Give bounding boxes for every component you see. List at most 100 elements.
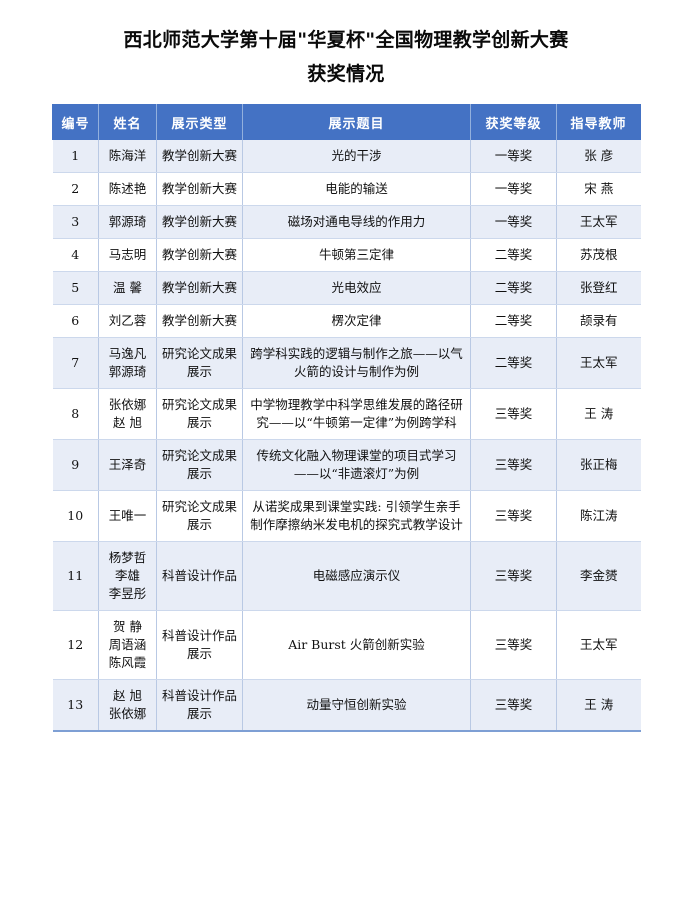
participant-name: 王泽奇 bbox=[108, 457, 147, 472]
participant-name: 张依娜 bbox=[108, 397, 147, 412]
column-header-name: 姓名 bbox=[98, 104, 157, 140]
page-subtitle: 获奖情况 bbox=[307, 63, 385, 85]
cell-teacher: 张 彦 bbox=[556, 140, 641, 173]
cell-no: 12 bbox=[52, 610, 99, 680]
cell-no: 10 bbox=[52, 490, 99, 542]
cell-topic: 楞次定律 bbox=[242, 304, 471, 338]
cell-name: 陈述艳 bbox=[98, 172, 157, 206]
participant-name: 周语涵 bbox=[108, 637, 147, 652]
table-row: 5 温 馨教学创新大赛 光电效应 二等奖 张登红 bbox=[52, 271, 641, 305]
cell-level: 一等奖 bbox=[470, 172, 557, 206]
cell-topic: 从诺奖成果到课堂实践: 引领学生亲手制作摩擦纳米发电机的探究式教学设计 bbox=[242, 490, 471, 542]
participant-name: 张依娜 bbox=[108, 706, 147, 721]
cell-teacher: 王太军 bbox=[556, 610, 641, 680]
column-header-topic: 展示题目 bbox=[242, 104, 471, 140]
cell-topic: 牛顿第三定律 bbox=[242, 238, 471, 272]
cell-name: 马逸凡 郭源琦 bbox=[98, 337, 157, 389]
cell-no: 7 bbox=[52, 337, 99, 389]
cell-teacher: 王 涛 bbox=[556, 388, 641, 440]
cell-topic: 光的干涉 bbox=[242, 140, 471, 173]
cell-no: 4 bbox=[52, 238, 99, 272]
table-body: 1 陈海洋 教学创新大赛 光的干涉 一等奖张 彦 2 陈述艳 教学创新大赛 电能的输送 一等奖宋 … bbox=[52, 140, 641, 732]
cell-type: 科普设计作品展示 bbox=[156, 679, 243, 732]
cell-level: 一等奖 bbox=[470, 205, 557, 239]
cell-no: 5 bbox=[52, 271, 99, 305]
cell-topic: Air Burst 火箭创新实验 bbox=[242, 610, 471, 680]
participant-name: 郭源琦 bbox=[108, 364, 147, 379]
cell-teacher: 王太军 bbox=[556, 337, 641, 389]
participant-name: 赵 旭 bbox=[113, 688, 142, 703]
cell-topic: 电磁感应演示仪 bbox=[242, 541, 471, 611]
cell-name: 刘乙蓉 bbox=[98, 304, 157, 338]
cell-type: 研究论文成果展示 bbox=[156, 337, 243, 389]
cell-type: 科普设计作品 bbox=[156, 541, 243, 611]
participant-name: 李昱彤 bbox=[108, 586, 147, 601]
cell-no: 13 bbox=[52, 679, 99, 732]
table-row: 1 陈海洋 教学创新大赛 光的干涉 一等奖张 彦 bbox=[52, 140, 641, 173]
cell-name: 杨梦哲 李雄 李昱彤 bbox=[98, 541, 157, 611]
cell-level: 一等奖 bbox=[470, 140, 557, 173]
page-title: 西北师范大学第十届"华夏杯"全国物理教学创新大赛 bbox=[123, 29, 569, 51]
cell-no: 1 bbox=[52, 140, 99, 173]
cell-teacher: 苏茂根 bbox=[556, 238, 641, 272]
cell-level: 三等奖 bbox=[470, 439, 557, 491]
cell-name: 贺 静周语涵 陈风霞 bbox=[98, 610, 157, 680]
column-header-type: 展示类型 bbox=[156, 104, 243, 140]
table-row: 4 马志明 教学创新大赛 牛顿第三定律 二等奖 苏茂根 bbox=[52, 238, 641, 272]
cell-no: 8 bbox=[52, 388, 99, 440]
cell-topic: 电能的输送 bbox=[242, 172, 471, 206]
column-header-teacher: 指导教师 bbox=[556, 104, 641, 140]
cell-teacher: 王 涛 bbox=[556, 679, 641, 732]
cell-level: 三等奖 bbox=[470, 610, 557, 680]
participant-name: 杨梦哲 bbox=[108, 550, 147, 565]
cell-name: 郭源琦 bbox=[98, 205, 157, 239]
cell-topic: 跨学科实践的逻辑与制作之旅——以气火箭的设计与制作为例 bbox=[242, 337, 471, 389]
cell-name: 张依娜赵 旭 bbox=[98, 388, 157, 440]
cell-level: 二等奖 bbox=[470, 304, 557, 338]
cell-topic: 传统文化融入物理课堂的项目式学习——以“非遗滚灯”为例 bbox=[242, 439, 471, 491]
participant-name: 李雄 bbox=[114, 568, 140, 583]
cell-type: 研究论文成果展示 bbox=[156, 439, 243, 491]
column-header-level: 获奖等级 bbox=[470, 104, 557, 140]
cell-type: 教学创新大赛 bbox=[156, 304, 243, 338]
cell-type: 研究论文成果展示 bbox=[156, 388, 243, 440]
cell-teacher: 陈江涛 bbox=[556, 490, 641, 542]
participant-name: 赵 旭 bbox=[113, 415, 142, 430]
table-row: 3 郭源琦 教学创新大赛 磁场对通电导线的作用力 一等奖 王太军 bbox=[52, 205, 641, 239]
participant-name: 陈风霞 bbox=[108, 655, 147, 670]
cell-level: 二等奖 bbox=[470, 271, 557, 305]
cell-name: 王泽奇 bbox=[98, 439, 157, 491]
participant-name: 温 馨 bbox=[113, 280, 142, 295]
cell-level: 三等奖 bbox=[470, 679, 557, 732]
cell-name: 王唯一 bbox=[98, 490, 157, 542]
cell-level: 三等奖 bbox=[470, 388, 557, 440]
table-row: 12 贺 静周语涵 陈风霞 科普设计作品展示 Air Burst 火箭创新实验 三等奖 王太… bbox=[52, 610, 641, 680]
participant-name: 陈述艳 bbox=[108, 181, 147, 196]
cell-teacher: 张登红 bbox=[556, 271, 641, 305]
cell-teacher: 王太军 bbox=[556, 205, 641, 239]
participant-name: 贺 静 bbox=[113, 619, 142, 634]
cell-no: 2 bbox=[52, 172, 99, 206]
cell-level: 二等奖 bbox=[470, 238, 557, 272]
cell-name: 温 馨 bbox=[98, 271, 157, 305]
cell-level: 三等奖 bbox=[470, 490, 557, 542]
participant-name: 王唯一 bbox=[108, 508, 147, 523]
award-table: 编号 姓名 展示类型 展示题目 获奖等级 指导教师 1 陈海洋 教学创新大赛 光的干涉… bbox=[52, 104, 641, 732]
table-row: 6 刘乙蓉 教学创新大赛 楞次定律 二等奖 颉录有 bbox=[52, 304, 641, 338]
participant-name: 马逸凡 bbox=[108, 346, 147, 361]
cell-type: 教学创新大赛 bbox=[156, 140, 243, 173]
cell-no: 9 bbox=[52, 439, 99, 491]
cell-no: 3 bbox=[52, 205, 99, 239]
cell-type: 研究论文成果展示 bbox=[156, 490, 243, 542]
cell-teacher: 张正梅 bbox=[556, 439, 641, 491]
cell-no: 6 bbox=[52, 304, 99, 338]
table-row: 11 杨梦哲 李雄 李昱彤 科普设计作品 电磁感应演示仪 三等奖 李金赟 bbox=[52, 541, 641, 611]
document-title-block: 西北师范大学第十届"华夏杯"全国物理教学创新大赛 获奖情况 bbox=[0, 0, 692, 90]
cell-topic: 光电效应 bbox=[242, 271, 471, 305]
cell-level: 二等奖 bbox=[470, 337, 557, 389]
cell-level: 三等奖 bbox=[470, 541, 557, 611]
cell-name: 赵 旭张依娜 bbox=[98, 679, 157, 732]
participant-name: 郭源琦 bbox=[108, 214, 147, 229]
cell-type: 科普设计作品展示 bbox=[156, 610, 243, 680]
